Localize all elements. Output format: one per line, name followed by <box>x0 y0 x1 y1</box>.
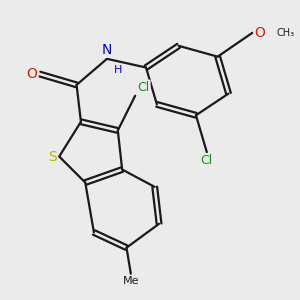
Text: H: H <box>113 65 122 75</box>
Text: O: O <box>27 67 38 81</box>
Text: Cl: Cl <box>137 81 150 94</box>
Text: Cl: Cl <box>201 154 213 167</box>
Text: S: S <box>48 149 57 164</box>
Text: Me: Me <box>123 276 139 286</box>
Text: CH₃: CH₃ <box>276 28 294 38</box>
Text: O: O <box>255 26 266 40</box>
Text: N: N <box>102 43 112 57</box>
